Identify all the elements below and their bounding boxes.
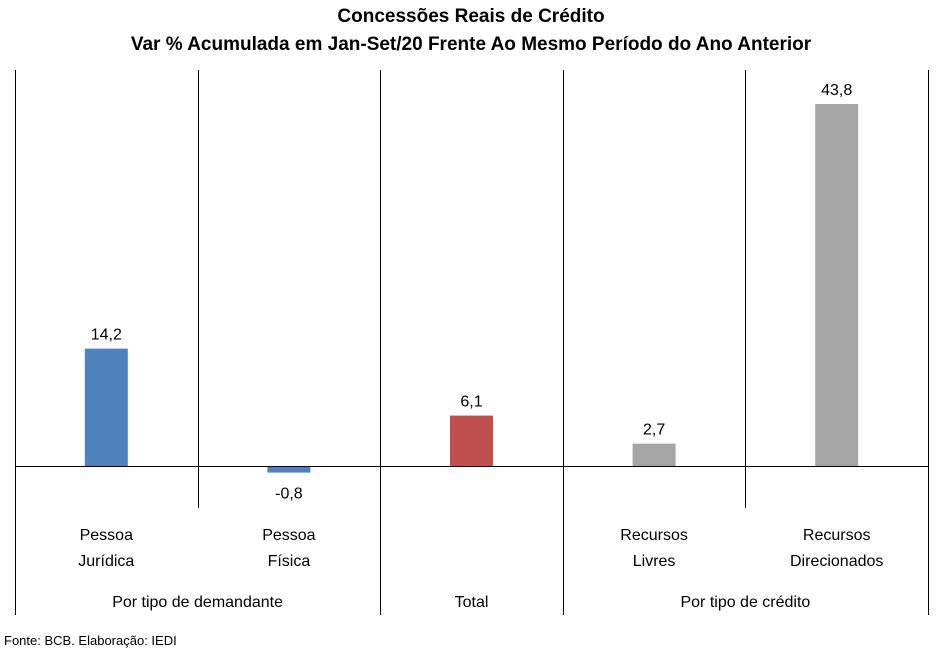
group-label: Por tipo de demandante — [112, 594, 283, 611]
group-label: Por tipo de crédito — [680, 594, 810, 611]
group-label: Total — [455, 594, 489, 611]
category-label: Pessoa — [80, 527, 133, 544]
data-label: -0,8 — [275, 486, 303, 503]
category-label: Recursos — [620, 527, 688, 544]
data-label: 2,7 — [643, 422, 665, 439]
bar — [632, 443, 676, 466]
category-label: Direcionados — [790, 553, 883, 570]
bar — [450, 415, 493, 466]
chart-title: Concessões Reais de Crédito — [337, 6, 605, 27]
data-label: 6,1 — [460, 394, 482, 411]
category-label: Livres — [633, 553, 676, 570]
category-label: Jurídica — [78, 553, 134, 570]
data-label: 43,8 — [821, 82, 852, 99]
category-label: Pessoa — [262, 527, 315, 544]
bar — [267, 466, 311, 473]
data-label: 14,2 — [91, 327, 122, 344]
category-label: Recursos — [803, 527, 871, 544]
chart-subtitle: Var % Acumulada em Jan-Set/20 Frente Ao … — [130, 34, 812, 55]
bar — [84, 348, 128, 466]
bar — [815, 104, 859, 466]
category-label: Física — [268, 553, 311, 570]
source-note: Fonte: BCB. Elaboração: IEDI — [4, 633, 177, 648]
